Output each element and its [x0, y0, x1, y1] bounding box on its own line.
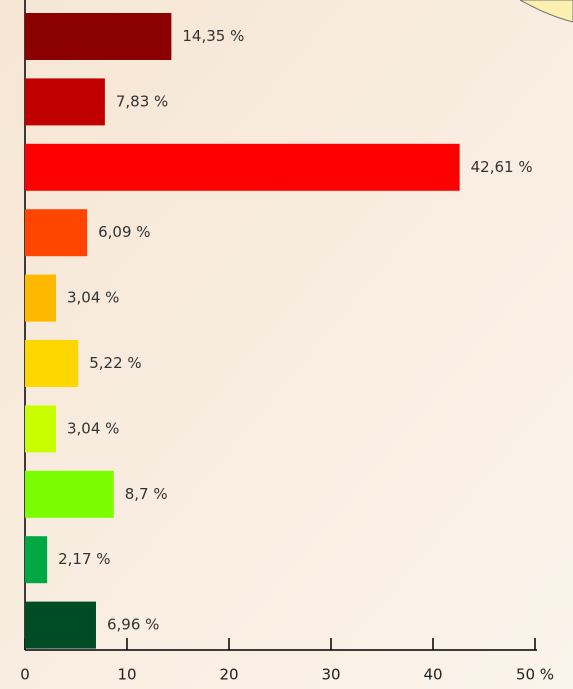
- decoration: [519, 0, 573, 23]
- bar: [25, 13, 172, 60]
- bar: [25, 209, 88, 257]
- bar: [25, 405, 57, 453]
- x-tick-label: 10: [117, 666, 136, 684]
- bar: [25, 601, 96, 649]
- x-tick-label: 40: [423, 666, 442, 684]
- bar: [25, 536, 48, 584]
- x-tick-label: 0: [20, 666, 30, 684]
- x-tick-label: 50 %: [516, 666, 554, 684]
- value-label: 5,22 %: [89, 354, 141, 372]
- x-tick-label: 20: [219, 666, 238, 684]
- bar: [25, 470, 114, 518]
- value-label: 42,61 %: [471, 158, 533, 176]
- x-tick-label: 30: [321, 666, 340, 684]
- value-label: 2,17 %: [58, 550, 110, 568]
- bar: [25, 78, 105, 126]
- value-label: 3,04 %: [67, 289, 119, 307]
- bar: [25, 340, 79, 387]
- value-label: 8,7 %: [125, 485, 168, 503]
- value-label: 14,35 %: [182, 27, 244, 45]
- value-label: 6,96 %: [107, 616, 159, 634]
- bar: [25, 143, 460, 191]
- value-label: 7,83 %: [116, 92, 168, 110]
- value-label: 6,09 %: [98, 223, 150, 241]
- value-label: 3,04 %: [67, 419, 119, 437]
- bar: [25, 274, 57, 322]
